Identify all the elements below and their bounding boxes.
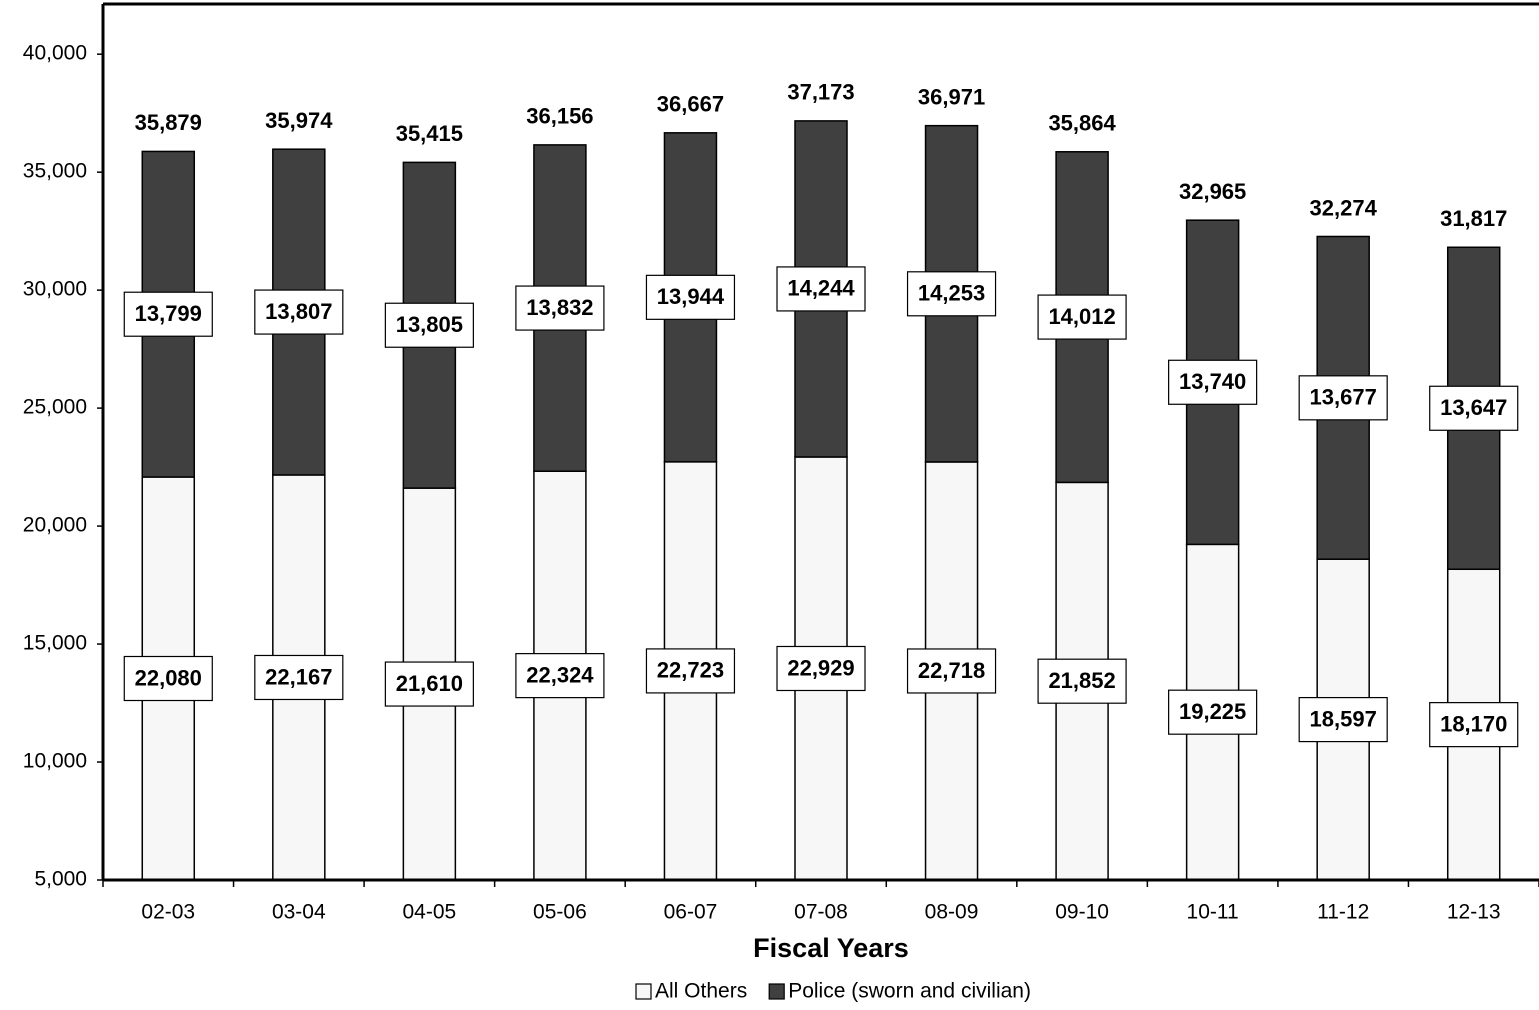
x-tick-label: 05-06 [533,901,587,924]
value-label-box [1298,696,1388,743]
total-label: 36,156 [526,104,593,129]
y-tick-label: 5,000 [34,868,87,891]
value-label-box [515,653,605,699]
value-label: 22,167 [265,664,332,689]
value-label-box [1429,385,1519,431]
value-label: 13,832 [526,295,593,320]
value-label: 19,225 [1179,699,1246,724]
y-tick-label: 40,000 [23,42,87,65]
value-label: 13,677 [1310,385,1377,410]
value-label: 14,244 [787,276,855,301]
value-label: 13,740 [1179,369,1246,394]
value-label-box [123,655,213,702]
value-label-box [254,654,344,701]
value-label: 22,718 [918,658,985,683]
value-label-box [254,289,344,335]
value-label-box [776,266,866,312]
value-label-box [1168,689,1258,735]
total-label: 35,879 [135,110,202,135]
value-label: 13,805 [396,312,463,337]
x-tick-label: 08-09 [925,901,979,924]
value-label-box [515,285,605,331]
total-label: 36,667 [657,92,724,117]
y-tick-label: 15,000 [23,632,87,655]
total-label: 31,817 [1440,206,1507,231]
legend-swatch [635,983,652,1000]
x-tick-label: 07-08 [794,901,848,924]
value-label-box [123,291,213,337]
value-label: 13,944 [657,284,725,309]
y-tick-label: 20,000 [23,514,87,537]
value-label: 22,929 [787,655,854,680]
value-label: 22,723 [657,658,724,683]
value-label-box [1429,702,1519,748]
value-label-box [906,271,997,317]
value-label: 18,170 [1440,711,1507,736]
value-label-box [384,661,474,707]
x-axis-title: Fiscal Years [753,933,909,963]
total-label: 32,274 [1310,195,1378,220]
value-label: 21,852 [1048,668,1115,693]
value-label-box [1037,294,1127,340]
value-label: 14,253 [918,281,985,306]
value-label: 18,597 [1310,706,1377,731]
value-label-box [906,648,997,694]
y-tick-label: 35,000 [23,160,87,183]
x-tick-label: 02-03 [141,901,195,924]
total-label: 35,864 [1048,111,1116,136]
legend-label: Police (sworn and civilian) [788,980,1031,1003]
y-tick-label: 30,000 [23,278,87,301]
legend-label: All Others [655,980,747,1003]
value-label: 22,324 [526,662,594,687]
x-tick-label: 10-11 [1187,901,1239,924]
total-label: 35,974 [265,108,333,133]
x-tick-label: 11-12 [1317,901,1369,924]
total-label: 32,965 [1179,179,1246,204]
value-label: 13,799 [135,301,202,326]
value-label: 21,610 [396,671,463,696]
value-label-box [1168,359,1258,405]
x-tick-label: 04-05 [403,901,457,924]
x-tick-label: 12-13 [1447,901,1501,924]
y-tick-label: 25,000 [23,396,87,419]
legend-swatch [768,983,785,1000]
total-label: 37,173 [787,80,854,105]
total-label: 36,971 [918,84,985,109]
value-label-box [1037,658,1127,704]
x-tick-label: 09-10 [1055,901,1109,924]
value-label-box [1298,375,1388,421]
value-label: 13,647 [1440,395,1507,420]
value-label-box [645,274,736,320]
x-tick-label: 06-07 [664,901,718,924]
value-label-box [776,645,866,692]
value-label-box [645,648,736,694]
total-label: 35,415 [396,121,463,146]
y-tick-label: 10,000 [23,750,87,773]
x-tick-label: 03-04 [272,901,326,924]
value-label: 14,012 [1048,304,1115,329]
value-label: 22,080 [135,665,202,690]
value-label-box [384,302,474,348]
value-label: 13,807 [265,299,332,324]
